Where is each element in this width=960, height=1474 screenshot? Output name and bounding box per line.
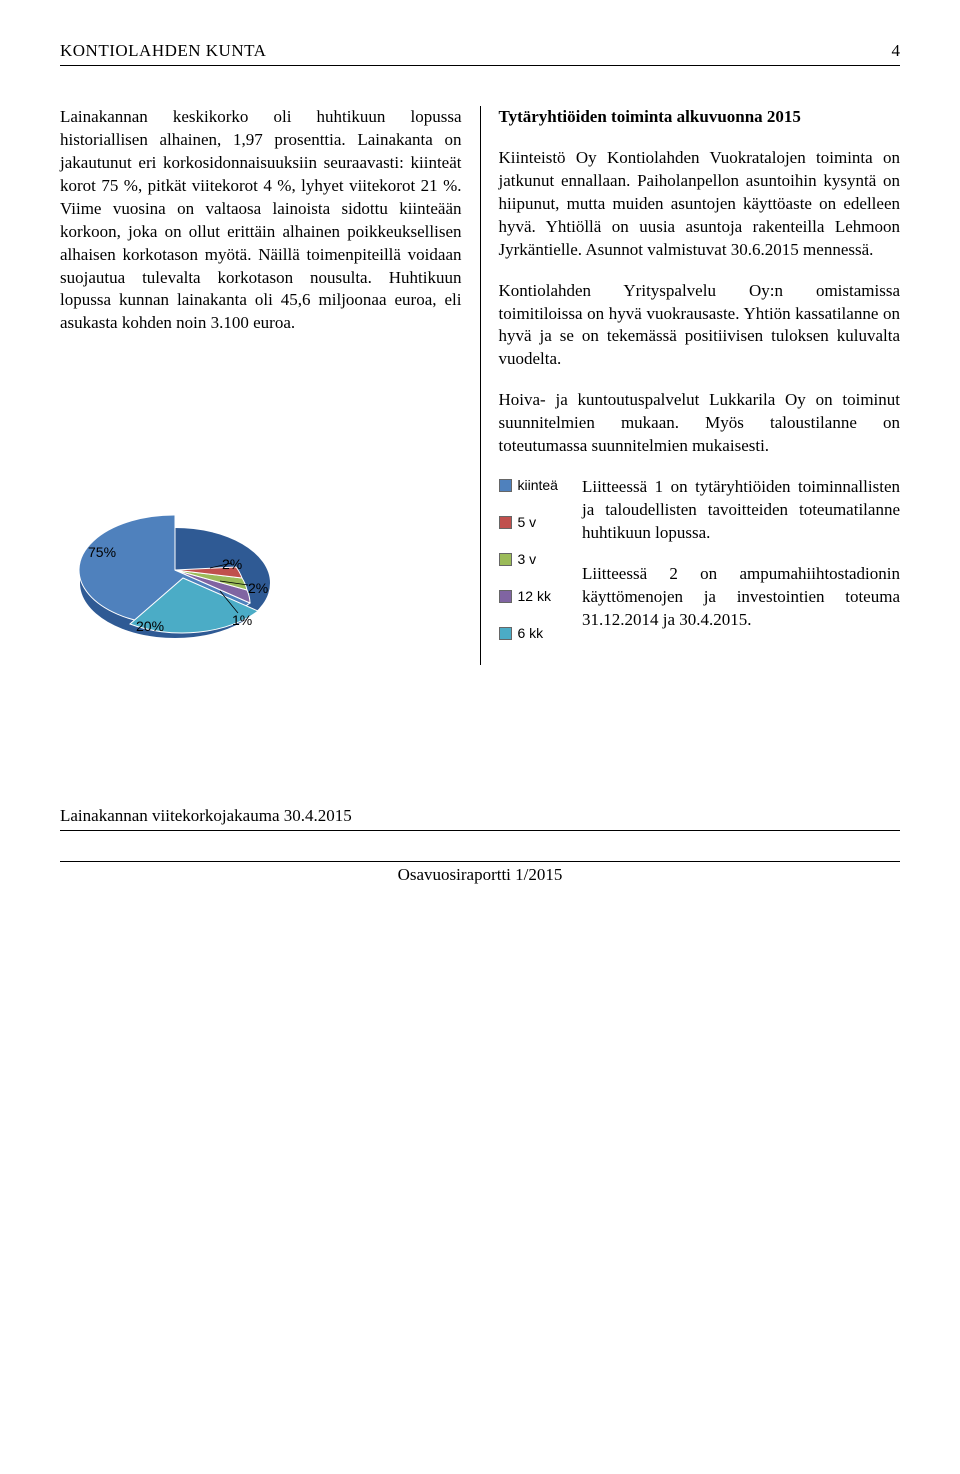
right-paragraph-4: Liitteessä 1 on tytäryhtiöiden toiminnal… [582, 476, 900, 545]
legend-label: 5 v [518, 513, 537, 532]
left-paragraph-1: Lainakannan keskikorko oli huhtikuun lop… [60, 106, 462, 335]
pie-label-1: 1% [232, 611, 252, 630]
doc-title: KONTIOLAHDEN KUNTA [60, 40, 266, 63]
right-paragraph-2: Kontiolahden Yrityspalvelu Oy:n omistami… [499, 280, 901, 372]
right-paragraph-1: Kiinteistö Oy Kontiolahden Vuokratalojen… [499, 147, 901, 262]
page-header: KONTIOLAHDEN KUNTA 4 [60, 40, 900, 66]
legend-swatch-icon [499, 627, 512, 640]
two-column-body: Lainakannan keskikorko oli huhtikuun lop… [60, 106, 900, 665]
legend-item: 3 v [499, 550, 558, 569]
page-footer: Osavuosiraportti 1/2015 [60, 861, 900, 887]
legend-swatch-icon [499, 590, 512, 603]
pie-chart-block: 75% 2% 2% 1% 20% [60, 485, 462, 665]
right-paragraph-5: Liitteessä 2 on ampumahiihtostadionin kä… [582, 563, 900, 632]
pie-legend: kiinteä 5 v 3 v 12 kk 6 kk [499, 476, 558, 642]
pie-label-2b: 2% [248, 579, 268, 598]
legend-label: 6 kk [518, 624, 544, 643]
column-right: Tytäryhtiöiden toiminta alkuvuonna 2015 … [480, 106, 901, 665]
legend-swatch-icon [499, 479, 512, 492]
legend-swatch-icon [499, 553, 512, 566]
legend-item: 6 kk [499, 624, 558, 643]
column-left: Lainakannan keskikorko oli huhtikuun lop… [60, 106, 480, 665]
pie-label-75: 75% [88, 543, 116, 562]
right-section-title: Tytäryhtiöiden toiminta alkuvuonna 2015 [499, 106, 901, 129]
legend-label: 3 v [518, 550, 537, 569]
chart-caption: Lainakannan viitekorkojakauma 30.4.2015 [60, 805, 900, 831]
pie-label-20: 20% [136, 617, 164, 636]
page-number: 4 [892, 40, 901, 63]
legend-label: 12 kk [518, 587, 551, 606]
pie-svg [60, 485, 320, 665]
legend-item: kiinteä [499, 476, 558, 495]
pie-chart: 75% 2% 2% 1% 20% [60, 485, 320, 665]
legend-swatch-icon [499, 516, 512, 529]
right-paragraph-3: Hoiva- ja kuntoutuspalvelut Lukkarila Oy… [499, 389, 901, 458]
legend-label: kiinteä [518, 476, 558, 495]
legend-item: 5 v [499, 513, 558, 532]
legend-item: 12 kk [499, 587, 558, 606]
pie-label-2a: 2% [222, 555, 242, 574]
